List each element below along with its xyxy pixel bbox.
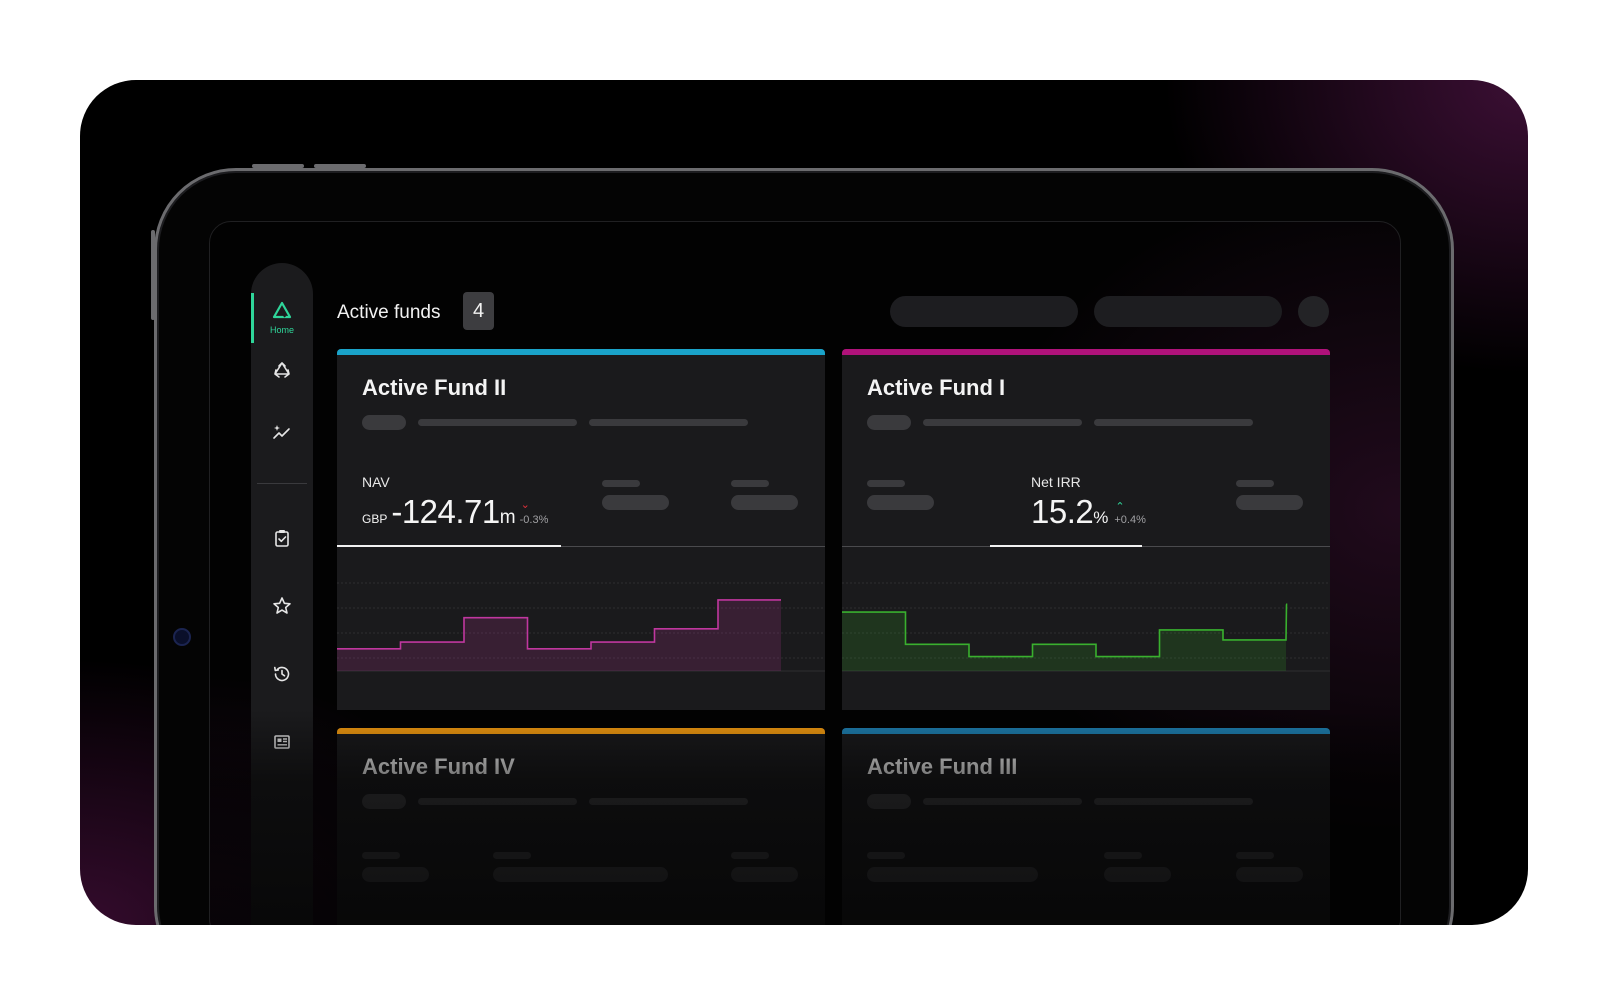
active-tab-indicator[interactable] <box>990 545 1142 547</box>
placeholder-tag <box>362 867 429 882</box>
fund-title: Active Fund III <box>867 754 1018 779</box>
placeholder-line <box>731 480 769 487</box>
placeholder-line <box>1094 798 1253 805</box>
metric-unit: % <box>1093 508 1109 527</box>
sidebar: Home <box>251 263 313 925</box>
placeholder-tag <box>362 794 406 809</box>
card-color-bar <box>337 349 825 355</box>
metric-change: ⌃ +0.4% <box>1114 501 1146 526</box>
placeholder-line <box>1236 852 1274 859</box>
placeholder-tag <box>493 867 668 882</box>
placeholder-tag <box>867 415 911 430</box>
placeholder-line <box>362 852 400 859</box>
header-placeholder-pill[interactable] <box>1094 296 1282 327</box>
fund-title: Active Fund II <box>362 375 507 400</box>
placeholder-line <box>867 480 905 487</box>
fund-title: Active Fund I <box>867 375 1006 400</box>
card-color-bar <box>337 728 825 734</box>
news-icon <box>274 735 290 749</box>
app-screen: Home <box>209 221 1401 925</box>
nav-chart <box>337 582 825 672</box>
placeholder-line <box>731 852 769 859</box>
sidebar-divider <box>257 483 307 484</box>
placeholder-tag <box>867 794 911 809</box>
card-color-bar <box>842 349 1330 355</box>
placeholder-line <box>867 852 905 859</box>
placeholder-tag <box>1236 867 1303 882</box>
chevron-down-icon: ⌄ <box>520 499 530 511</box>
chart-area <box>337 599 781 671</box>
placeholder-tag <box>602 495 669 510</box>
avatar[interactable] <box>1298 296 1329 327</box>
metric-label: Net IRR <box>1031 474 1081 490</box>
placeholder-line <box>589 419 748 426</box>
chart-line <box>842 603 1288 658</box>
recycle-icon <box>274 362 290 378</box>
star-icon <box>273 597 291 614</box>
metric-label: NAV <box>362 474 390 490</box>
placeholder-line <box>418 798 577 805</box>
active-tab-indicator[interactable] <box>337 545 561 547</box>
placeholder-tag <box>867 867 1038 882</box>
tablet-button <box>252 164 304 168</box>
irr-chart <box>842 582 1330 672</box>
metric-change: ⌄ -0.3% <box>519 499 549 526</box>
placeholder-tag <box>731 867 798 882</box>
history-icon <box>274 666 290 682</box>
placeholder-tag <box>731 495 798 510</box>
sparkle-trend-icon <box>273 425 290 439</box>
placeholder-tag <box>1104 867 1171 882</box>
nav-favourites[interactable] <box>251 581 313 631</box>
nav-analytics[interactable] <box>251 408 313 458</box>
placeholder-tag <box>362 415 406 430</box>
chart-area <box>842 604 1287 671</box>
logo-triangle-icon <box>272 301 292 319</box>
currency-label: GBP <box>362 512 388 526</box>
header-placeholder-pill[interactable] <box>890 296 1078 327</box>
fund-card[interactable]: Active Fund II NAV GBP -124.71 m ⌄ -0.3% <box>337 349 825 710</box>
metric-number: -124.71 <box>391 493 500 530</box>
fund-card[interactable]: Active Fund I Net IRR 15.2 % ⌃ +0.4% <box>842 349 1330 710</box>
nav-news[interactable] <box>251 717 313 767</box>
clipboard-check-icon <box>275 530 289 547</box>
metric-unit: m <box>499 507 516 528</box>
placeholder-tag <box>1236 495 1303 510</box>
fund-card[interactable]: Active Fund IV <box>337 728 825 925</box>
metric-number: 15.2 <box>1031 493 1094 530</box>
chart-line <box>337 599 781 650</box>
placeholder-line <box>1094 419 1253 426</box>
metric-change-text: +0.4% <box>1114 514 1146 526</box>
metric-value: 15.2 % ⌃ +0.4% <box>1031 493 1146 531</box>
placeholder-tag <box>867 495 934 510</box>
nav-recycle[interactable] <box>251 346 313 396</box>
funds-count-badge: 4 <box>463 292 494 330</box>
nav-history[interactable] <box>251 649 313 699</box>
placeholder-line <box>589 798 748 805</box>
placeholder-line <box>923 419 1082 426</box>
page-title: Active funds <box>337 302 441 323</box>
camera <box>173 628 191 646</box>
placeholder-line <box>493 852 531 859</box>
placeholder-line <box>923 798 1082 805</box>
chevron-up-icon: ⌃ <box>1115 501 1125 513</box>
placeholder-line <box>602 480 640 487</box>
placeholder-line <box>1104 852 1142 859</box>
metric-change-text: -0.3% <box>519 514 549 526</box>
metric-value: GBP -124.71 m ⌄ -0.3% <box>362 493 548 531</box>
nav-home[interactable]: Home <box>251 293 313 343</box>
promo-frame: Home <box>80 80 1528 925</box>
fund-card[interactable]: Active Fund III <box>842 728 1330 925</box>
placeholder-line <box>418 419 577 426</box>
placeholder-line <box>1236 480 1274 487</box>
card-color-bar <box>842 728 1330 734</box>
nav-tasks[interactable] <box>251 513 313 563</box>
tablet-button <box>314 164 366 168</box>
tablet-side-button <box>151 230 155 320</box>
tab-underline <box>337 546 825 547</box>
fund-title: Active Fund IV <box>362 754 515 779</box>
nav-home-label: Home <box>269 325 294 335</box>
